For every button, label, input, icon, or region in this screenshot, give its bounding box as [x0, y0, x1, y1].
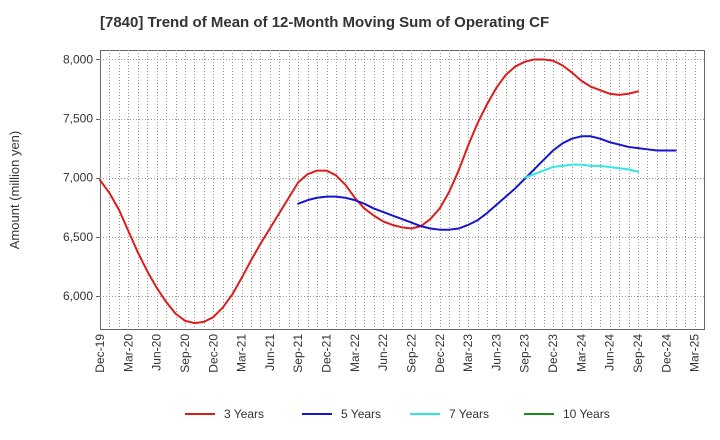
x-tick-label: Jun-20 [150, 334, 164, 371]
x-tick-label: Mar-23 [461, 334, 475, 372]
x-tick-label: Sep-24 [631, 334, 645, 373]
x-tick-label: Mar-25 [688, 334, 702, 372]
x-tick-label: Sep-23 [518, 334, 532, 373]
x-tick-label: Mar-20 [121, 334, 135, 372]
series-layer [99, 58, 677, 325]
y-tick-label: 6,000 [63, 289, 93, 303]
legend: 3 Years 5 Years 7 Years 10 Years [185, 407, 610, 421]
x-tick-label: Jun-22 [376, 334, 390, 371]
y-tick-label: 7,500 [63, 112, 93, 126]
y-tick-label: 6,500 [63, 230, 93, 244]
legend-label: 7 Years [449, 407, 489, 421]
y-tick-labels: 6,000 6,500 7,000 7,500 8,000 [63, 52, 100, 303]
x-tick-label: Dec-22 [433, 334, 447, 373]
x-tick-label: Sep-22 [404, 334, 418, 373]
x-tick-label: Dec-21 [320, 334, 334, 373]
series-line-7-years [523, 163, 639, 179]
legend-label: 10 Years [563, 407, 610, 421]
x-tick-label: Mar-24 [574, 334, 588, 372]
legend-label: 5 Years [341, 407, 381, 421]
x-tick-label: Mar-22 [348, 334, 362, 372]
x-tick-label: Jun-24 [603, 334, 617, 371]
x-tick-label: Jun-23 [489, 334, 503, 371]
x-tick-label: Mar-21 [235, 334, 249, 372]
plot-area [100, 50, 705, 330]
legend-label: 3 Years [224, 407, 264, 421]
y-axis-label: Amount (million yen) [7, 131, 22, 250]
x-tick-label: Dec-19 [93, 334, 107, 373]
x-tick-label: Dec-20 [206, 334, 220, 373]
x-tick-label: Sep-21 [291, 334, 305, 373]
x-tick-labels: Dec-19 Mar-20 Jun-20 Sep-20 Dec-20 Mar-21 Jun-… [93, 334, 702, 373]
x-tick-label: Sep-20 [178, 334, 192, 373]
x-tick-label: Dec-23 [546, 334, 560, 373]
x-tick-label: Jun-21 [263, 334, 277, 371]
chart-title: [7840] Trend of Mean of 12-Month Moving … [100, 14, 549, 31]
series-line-5-years [297, 135, 677, 231]
x-tick-label: Dec-24 [659, 334, 673, 373]
y-tick-label: 7,000 [63, 171, 93, 185]
series-line-3-years [99, 58, 639, 325]
y-tick-label: 8,000 [63, 52, 93, 66]
